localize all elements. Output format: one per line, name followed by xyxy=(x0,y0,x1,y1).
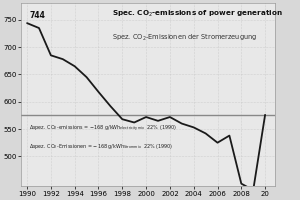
Text: $\Delta$spez. CO$_2$-Emissionen = $-$168 g/kWh$_{\mathregular{Strommix}}$  22% (: $\Delta$spez. CO$_2$-Emissionen = $-$168… xyxy=(29,142,173,151)
Text: $\Delta$spez. CO$_2$-emissions = $-$168 g/kWh$_{\mathregular{electricity\,mix}}$: $\Delta$spez. CO$_2$-emissions = $-$168 … xyxy=(29,124,177,134)
Text: Spez. CO$_2$-Emissionen der Stromerzeugung: Spez. CO$_2$-Emissionen der Stromerzeugu… xyxy=(112,33,258,43)
Text: Spec. CO$_2$-emissions of power generation: Spec. CO$_2$-emissions of power generati… xyxy=(112,9,283,19)
Text: 744: 744 xyxy=(29,11,45,20)
